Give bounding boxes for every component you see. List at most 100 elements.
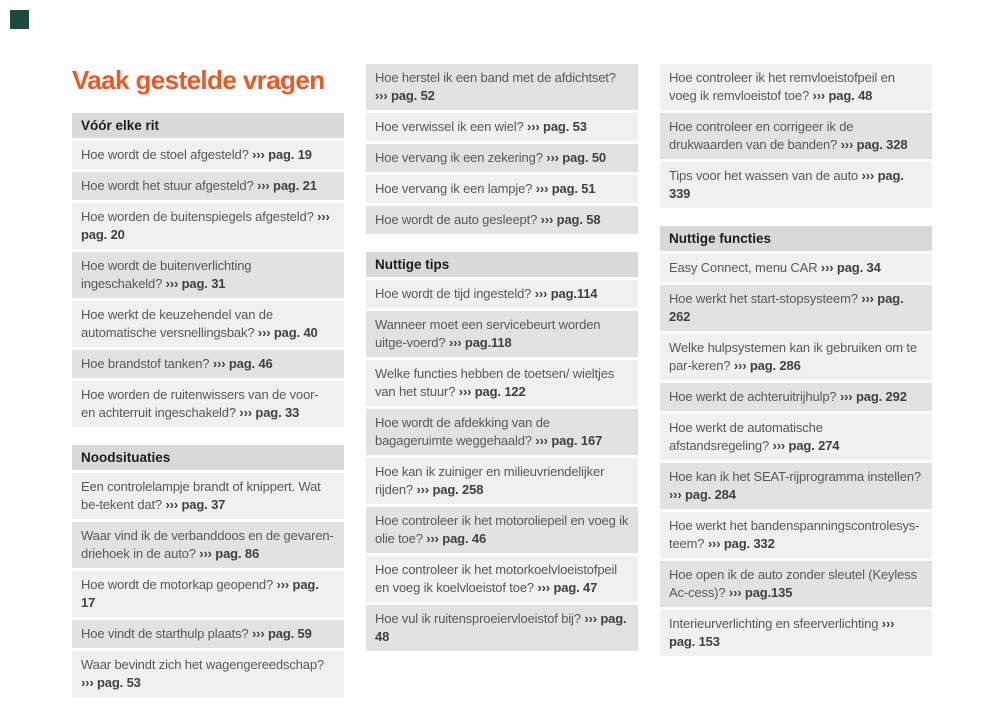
faq-item: Hoe wordt de motorkap geopend? ››› pag. … (72, 571, 344, 617)
faq-question: Hoe vervang ik een lampje? (375, 181, 533, 196)
faq-item: Hoe worden de buitenspiegels afgesteld? … (72, 203, 344, 249)
faq-page-ref: ››› pag. 34 (820, 260, 881, 275)
column-right: Hoe controleer ik het remvloeistofpeil e… (660, 64, 932, 656)
faq-page-ref: ››› pag. 47 (537, 580, 598, 595)
faq-question: Interieurverlichting en sfeerverlichting (669, 616, 879, 631)
faq-question: Wanneer moet een servicebeurt worden uit… (375, 317, 601, 350)
faq-page-ref: ››› pag. 53 (81, 675, 141, 690)
section-header: Vóór elke rit (72, 113, 344, 138)
faq-item: Welke hulpsystemen kan ik gebruiken om t… (660, 334, 932, 380)
faq-item: Hoe werkt de automatische afstandsregeli… (660, 414, 932, 460)
faq-item: Tips voor het wassen van de auto ››› pag… (660, 162, 932, 208)
faq-item: Hoe herstel ik een band met de afdichtse… (366, 64, 638, 110)
faq-question: Hoe werkt het bandenspanningscontrolesys… (669, 518, 920, 551)
faq-page-ref: ››› pag. 40 (257, 325, 318, 340)
faq-question: Een controlelampje brandt of knippert. W… (81, 479, 321, 512)
faq-page-ref: ››› pag. 274 (772, 438, 840, 453)
faq-item: Hoe wordt de stoel afgesteld? ››› pag. 1… (72, 141, 344, 169)
faq-item: Hoe vervang ik een zekering? ››› pag. 50 (366, 144, 638, 172)
faq-page-ref: ››› pag. 167 (535, 433, 603, 448)
faq-page-ref: ››› pag. 339 (669, 168, 904, 201)
faq-question: Hoe wordt de afdekking van de bagageruim… (375, 415, 550, 448)
faq-question: Hoe wordt de tijd ingesteld? (375, 286, 532, 301)
column-left: Vaak gestelde vragen Vóór elke rit Hoe wo… (72, 64, 344, 697)
faq-item: Hoe wordt de tijd ingesteld? ››› pag.114 (366, 280, 638, 308)
faq-page-ref: ››› pag. 286 (733, 358, 801, 373)
faq-page-ref: ››› pag. 37 (165, 497, 226, 512)
faq-page-ref: ››› pag. 17 (81, 577, 319, 610)
faq-question: Waar bevindt zich het wagengereedschap? (81, 657, 324, 672)
faq-page-ref: ››› pag.114 (534, 286, 598, 301)
faq-item: Hoe vindt de starthulp plaats? ››› pag. … (72, 620, 344, 648)
faq-item: Hoe wordt de auto gesleept? ››› pag. 58 (366, 206, 638, 234)
faq-page-ref: ››› pag.135 (728, 585, 793, 600)
faq-page-ref: ››› pag. 48 (812, 88, 873, 103)
page-title: Vaak gestelde vragen (72, 65, 325, 95)
faq-question: Hoe vindt de starthulp plaats? (81, 626, 249, 641)
faq-page-ref: ››› pag. 53 (527, 119, 587, 134)
faq-item: Hoe vul ik ruitensproeiervloeistof bij? … (366, 605, 638, 651)
faq-item: Welke functies hebben de toetsen/ wieltj… (366, 360, 638, 406)
faq-question: Hoe controleer ik het motorkoelvloeistof… (375, 562, 617, 595)
faq-page: Vaak gestelde vragen Vóór elke rit Hoe wo… (72, 64, 932, 697)
faq-page-ref: ››› pag. 46 (426, 531, 487, 546)
faq-question: Welke functies hebben de toetsen/ wieltj… (375, 366, 615, 399)
faq-page-ref: ››› pag. 328 (840, 137, 908, 152)
faq-item: Hoe wordt de afdekking van de bagageruim… (366, 409, 638, 455)
faq-page-ref: ››› pag. 59 (251, 626, 312, 641)
faq-item: Hoe verwissel ik een wiel? ››› pag. 53 (366, 113, 638, 141)
faq-page-ref: ››› pag. 284 (669, 487, 736, 502)
faq-question: Waar vind ik de verbanddoos en de gevare… (81, 528, 334, 561)
faq-question: Hoe wordt de stoel afgesteld? (81, 147, 249, 162)
faq-page-ref: ››› pag. 31 (165, 276, 226, 291)
faq-question: Hoe brandstof tanken? (81, 356, 210, 371)
faq-question: Hoe controleer en corrigeer ik de drukwa… (669, 119, 854, 152)
faq-question: Hoe kan ik het SEAT-rijprogramma instell… (669, 469, 921, 484)
faq-page-ref: ››› pag. 52 (375, 88, 435, 103)
section-header: Nuttige tips (366, 252, 638, 277)
faq-item: Hoe wordt het stuur afgesteld? ››› pag. … (72, 172, 344, 200)
faq-item: Hoe controleer ik het remvloeistofpeil e… (660, 64, 932, 110)
faq-item: Waar vind ik de verbanddoos en de gevare… (72, 522, 344, 568)
faq-page-ref: ››› pag. 48 (375, 611, 627, 644)
faq-question: Hoe open ik de auto zonder sleutel (Keyl… (669, 567, 917, 600)
faq-item: Hoe werkt het start-stopsysteem? ››› pag… (660, 285, 932, 331)
faq-question: Hoe controleer ik het remvloeistofpeil e… (669, 70, 895, 103)
faq-item: Easy Connect, menu CAR ››› pag. 34 (660, 254, 932, 282)
faq-item: Hoe worden de ruitenwissers van de voor-… (72, 381, 344, 427)
faq-item: Hoe wordt de buitenverlichting ingeschak… (72, 252, 344, 298)
faq-question: Hoe werkt de automatische afstandsregeli… (669, 420, 823, 453)
faq-page-ref: ››› pag. 33 (239, 405, 300, 420)
faq-page-ref: ››› pag. 86 (199, 546, 260, 561)
faq-question: Hoe wordt het stuur afgesteld? (81, 178, 254, 193)
faq-question: Hoe werkt het start-stopsysteem? (669, 291, 858, 306)
faq-question: Hoe worden de ruitenwissers van de voor-… (81, 387, 319, 420)
faq-item: Hoe open ik de auto zonder sleutel (Keyl… (660, 561, 932, 607)
section-header: Nuttige functies (660, 226, 932, 251)
faq-question: Hoe vervang ik een zekering? (375, 150, 543, 165)
faq-page-ref: ››› pag. 46 (212, 356, 273, 371)
faq-page-ref: ››› pag. 153 (669, 616, 895, 649)
faq-item: Hoe controleer ik het motorkoelvloeistof… (366, 556, 638, 602)
faq-question: Hoe controleer ik het motoroliepeil en v… (375, 513, 629, 546)
faq-question: Hoe vul ik ruitensproeiervloeistof bij? (375, 611, 581, 626)
faq-item: Hoe controleer en corrigeer ik de drukwa… (660, 113, 932, 159)
faq-question: Tips voor het wassen van de auto (669, 168, 859, 183)
faq-question: Easy Connect, menu CAR (669, 260, 818, 275)
faq-item: Hoe brandstof tanken? ››› pag. 46 (72, 350, 344, 378)
faq-page-ref: ››› pag. 122 (458, 384, 526, 399)
column-middle: Hoe herstel ik een band met de afdichtse… (366, 64, 638, 651)
faq-item: Hoe werkt het bandenspanningscontrolesys… (660, 512, 932, 558)
faq-item: Hoe vervang ik een lampje? ››› pag. 51 (366, 175, 638, 203)
faq-page-ref: ››› pag. 19 (252, 147, 312, 162)
faq-page-ref: ››› pag. 58 (540, 212, 601, 227)
faq-question: Hoe worden de buitenspiegels afgesteld? (81, 209, 314, 224)
faq-item: Waar bevindt zich het wagengereedschap? … (72, 651, 344, 697)
faq-page-ref: ››› pag.118 (448, 335, 512, 350)
faq-page-ref: ››› pag. 332 (707, 536, 775, 551)
faq-page-ref: ››› pag. 20 (81, 209, 330, 242)
faq-question: Hoe herstel ik een band met de afdichtse… (375, 70, 616, 85)
faq-item: Wanneer moet een servicebeurt worden uit… (366, 311, 638, 357)
faq-item: Hoe werkt de achteruitrijhulp? ››› pag. … (660, 383, 932, 411)
faq-question: Hoe werkt de keuzehendel van de automati… (81, 307, 273, 340)
